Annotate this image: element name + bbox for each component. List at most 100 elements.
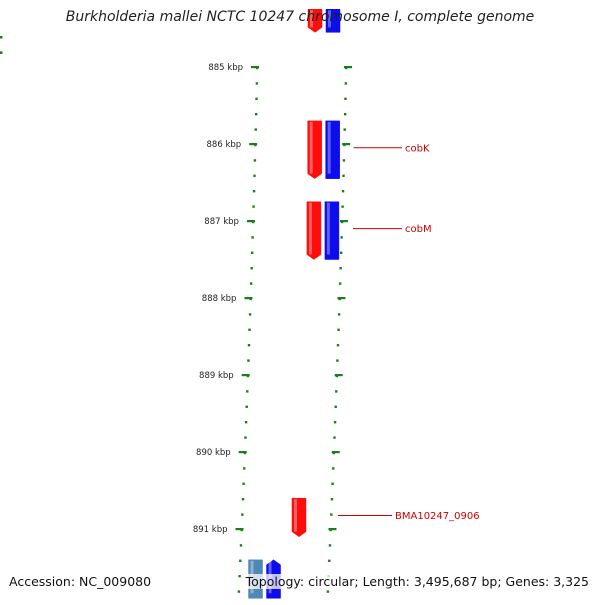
major-tick-outer (328, 528, 337, 531)
summary-label: Topology: circular; Length: 3,495,687 bp… (243, 574, 591, 589)
gene-highlight-6 (293, 499, 297, 532)
minor-tick (254, 113, 258, 116)
gene-label: cobM (405, 224, 432, 235)
minor-tick (249, 282, 253, 285)
minor-tick (248, 328, 251, 331)
minor-tick (0, 36, 3, 39)
minor-tick (252, 205, 255, 208)
minor-tick (343, 128, 346, 131)
minor-tick (336, 359, 339, 362)
minor-tick (342, 159, 346, 162)
minor-tick (237, 590, 241, 593)
tick-label: 888 kbp (202, 294, 237, 304)
major-tick (251, 66, 259, 69)
gene-feature-4 (306, 201, 322, 260)
minor-tick (326, 590, 330, 593)
minor-tick (253, 174, 256, 177)
gene-feature-0 (307, 9, 323, 33)
gene-label: cobK (405, 143, 430, 154)
minor-tick (252, 190, 256, 193)
gene-feature-3 (325, 120, 340, 179)
tick-label: 885 kbp (208, 63, 243, 73)
minor-tick (333, 421, 337, 424)
major-tick (246, 220, 255, 223)
gene-highlight-4 (308, 202, 312, 255)
minor-tick (342, 174, 345, 177)
minor-tick (250, 251, 254, 254)
tick-label: 886 kbp (207, 140, 242, 150)
minor-tick (341, 190, 345, 193)
minor-tick (335, 390, 338, 393)
minor-tick (253, 159, 257, 162)
minor-tick (250, 267, 253, 270)
minor-tick (239, 559, 242, 562)
minor-tick (340, 236, 343, 239)
minor-tick (245, 405, 248, 408)
gene-highlight-3 (327, 121, 331, 174)
minor-tick (248, 313, 252, 316)
minor-tick (337, 328, 340, 331)
gene-highlight-5 (326, 202, 330, 255)
tick-label: 887 kbp (204, 217, 239, 227)
gene-highlight-2 (309, 121, 313, 174)
gene-feature-2 (307, 120, 322, 179)
gene-highlight-0 (310, 10, 313, 28)
minor-tick (332, 467, 335, 470)
minor-tick (344, 82, 348, 85)
minor-tick (241, 513, 244, 516)
map-title: Burkholderia mallei NCTC 10247 chromosom… (65, 9, 535, 25)
minor-tick (254, 128, 257, 131)
minor-tick (331, 482, 334, 485)
minor-tick (242, 482, 245, 485)
minor-tick (341, 205, 344, 208)
gene-feature-1 (325, 9, 341, 33)
minor-tick (244, 436, 247, 439)
minor-tick (328, 559, 331, 562)
major-tick (235, 528, 244, 531)
minor-tick (336, 344, 340, 347)
minor-tick (244, 421, 248, 424)
major-tick-outer (331, 451, 340, 454)
tick-label: 889 kbp (199, 371, 234, 381)
minor-tick (247, 359, 250, 362)
minor-tick (238, 575, 241, 578)
major-tick-outer (344, 66, 352, 69)
major-tick (244, 297, 253, 300)
minor-tick (241, 498, 245, 501)
major-tick-outer (334, 374, 343, 377)
minor-tick (344, 97, 347, 100)
minor-tick (246, 390, 249, 393)
minor-tick (337, 313, 341, 316)
minor-tick (333, 436, 336, 439)
major-tick (249, 143, 258, 146)
minor-tick (343, 113, 347, 116)
minor-tick (330, 513, 333, 516)
tick-label: 891 kbp (193, 525, 228, 535)
minor-tick (0, 51, 3, 54)
gene-feature-5 (324, 201, 340, 260)
minor-tick (251, 236, 254, 239)
major-tick (241, 374, 250, 377)
minor-tick (339, 251, 343, 254)
minor-tick (255, 97, 258, 100)
minor-tick (328, 544, 332, 547)
minor-tick (339, 267, 342, 270)
minor-tick (239, 544, 243, 547)
major-tick-outer (342, 143, 351, 146)
minor-tick (255, 82, 259, 85)
minor-tick (243, 467, 246, 470)
accession-label: Accession: NC_009080 (9, 574, 152, 589)
major-tick-outer (339, 220, 348, 223)
tick-label: 890 kbp (196, 448, 231, 458)
gene-label: BMA10247_0906 (395, 511, 480, 522)
minor-tick (334, 405, 337, 408)
minor-tick (338, 282, 342, 285)
major-tick-outer (337, 297, 346, 300)
major-tick (238, 451, 247, 454)
gene-feature-6 (291, 497, 307, 538)
minor-tick (247, 344, 251, 347)
gene-highlight-1 (328, 10, 331, 28)
minor-tick (330, 498, 334, 501)
